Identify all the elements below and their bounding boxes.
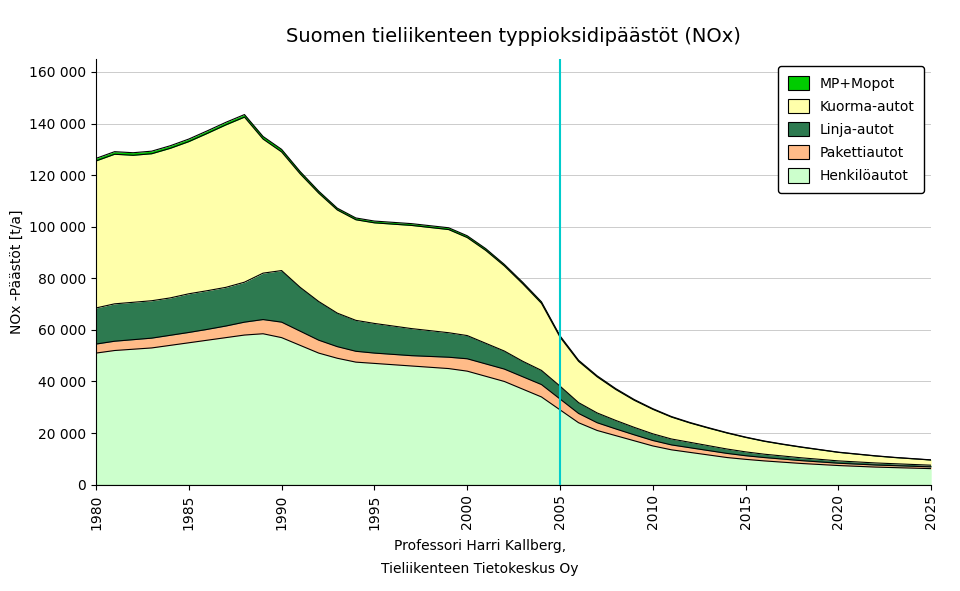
Text: Professori Harri Kallberg,: Professori Harri Kallberg, — [394, 538, 566, 553]
Title: Suomen tieliikenteen typpioksidipäästöt (NOx): Suomen tieliikenteen typpioksidipäästöt … — [286, 27, 741, 47]
Legend: MP+Mopot, Kuorma-autot, Linja-autot, Pakettiautot, Henkilöautot: MP+Mopot, Kuorma-autot, Linja-autot, Pak… — [778, 66, 924, 193]
Text: Tieliikenteen Tietokeskus Oy: Tieliikenteen Tietokeskus Oy — [381, 562, 579, 576]
Y-axis label: NOx -Päästöt [t/a]: NOx -Päästöt [t/a] — [10, 210, 24, 334]
